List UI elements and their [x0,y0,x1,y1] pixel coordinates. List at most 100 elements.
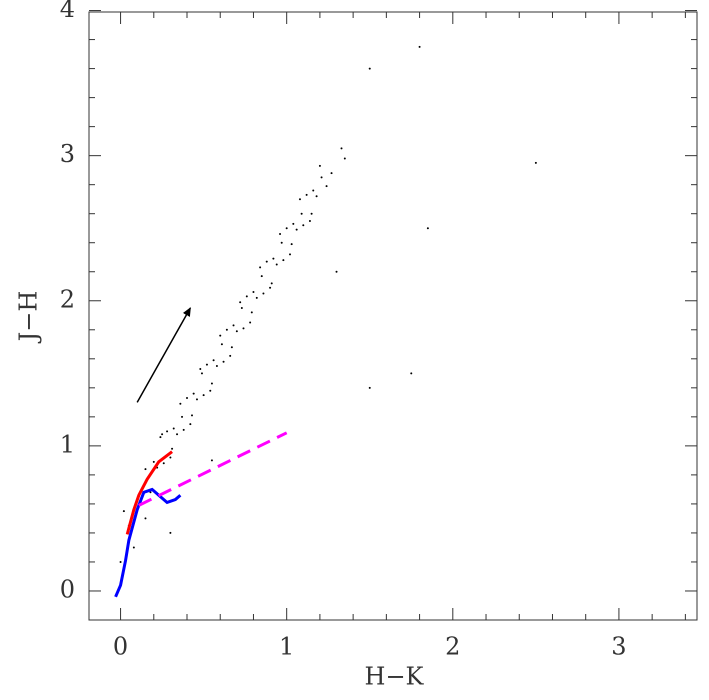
data-point [161,433,164,436]
data-point [171,447,174,450]
data-point [132,546,135,549]
data-point [312,189,315,192]
y-tick-label: 2 [60,285,75,313]
data-point [308,219,311,222]
data-point [320,176,323,179]
data-point [330,172,333,175]
data-point [426,227,429,230]
data-point [152,460,155,463]
data-point [252,291,255,294]
data-point [534,161,537,164]
data-point [149,491,152,494]
data-point [240,307,243,310]
data-point [144,517,147,520]
data-point [144,468,147,471]
data-point [179,402,182,405]
data-point [418,45,421,48]
data-point [255,296,258,299]
y-tick-label: 3 [60,140,75,168]
data-point [205,363,208,366]
data-point [192,392,195,395]
data-point [210,382,213,385]
data-point [298,198,301,201]
data-point [122,510,125,513]
y-tick-label: 4 [60,0,75,23]
data-point [282,259,285,262]
data-point [230,346,233,349]
reddening-vector [136,307,191,403]
data-point [368,67,371,70]
data-point [310,212,313,215]
data-point [265,260,268,263]
plot-frame [88,11,698,621]
data-point [410,372,413,375]
data-point [169,456,172,459]
data-point [210,459,213,462]
data-point [195,398,198,401]
data-point [300,212,303,215]
data-point [229,354,232,357]
data-point [200,372,203,375]
data-point [182,428,185,431]
data-point [368,386,371,389]
data-point [270,282,273,285]
data-point [202,394,205,397]
data-point [235,330,238,333]
y-tick-label: 1 [60,430,75,458]
data-point [305,193,308,196]
data-point [280,241,283,244]
data-point [302,224,305,227]
data-point [219,334,222,337]
data-point [186,396,189,399]
data-point [245,295,248,298]
data-point [343,157,346,160]
data-point [190,414,193,417]
x-tick-label: 2 [445,633,460,661]
x-axis-label: H−K [365,663,425,691]
data-point [232,324,235,327]
data-point [285,227,288,230]
y-axis-label: J−H [15,291,43,345]
data-point [260,275,263,278]
data-point [279,233,282,236]
data-point [292,222,295,225]
data-point [242,327,245,330]
data-point [250,311,253,314]
data-point [159,436,162,439]
data-point [325,185,328,188]
x-tick-label: 0 [113,633,128,661]
model-curve [114,487,182,598]
data-point [199,367,202,370]
data-point [295,228,298,231]
data-point [318,164,321,167]
data-point [209,389,212,392]
data-point [335,270,338,273]
data-point [166,430,169,433]
data-point [239,301,242,304]
data-point [181,415,184,418]
model-curve [138,431,288,507]
data-point [315,195,318,198]
data-point [169,531,172,534]
data-point [119,560,122,563]
data-point [189,423,192,426]
data-point [162,462,165,465]
data-point [289,253,292,256]
x-tick-label: 1 [279,633,294,661]
data-point [340,147,343,150]
data-point [222,360,225,363]
data-point [290,243,293,246]
y-tick-label: 0 [60,575,75,603]
data-point [212,359,215,362]
data-point [220,343,223,346]
data-point [215,365,218,368]
data-point [259,266,262,269]
data-point [176,433,179,436]
data-point [225,328,228,331]
x-tick-label: 3 [611,633,626,661]
data-point [249,321,252,324]
data-point [172,427,175,430]
data-point [262,292,265,295]
data-point [275,263,278,266]
